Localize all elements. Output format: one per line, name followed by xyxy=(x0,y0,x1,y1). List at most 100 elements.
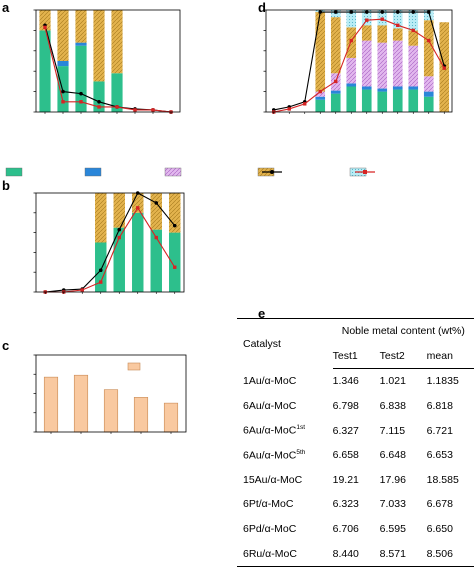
table-row: 6Au/α-MoC1st 6.327 7.115 6.721 xyxy=(237,418,474,443)
cell-test1: 19.21 xyxy=(332,473,359,486)
bar-segment-ch3cho xyxy=(377,25,388,43)
cell-mean: 18.585 xyxy=(426,473,459,486)
point-co-conv xyxy=(80,288,84,292)
bar-segment-c2h4 xyxy=(39,30,51,112)
bar-segment-ch3cho xyxy=(39,10,51,31)
cell-test2: 1.021 xyxy=(379,375,406,388)
table-header-mean: mean xyxy=(426,343,474,370)
bar-segment-c2h4 xyxy=(392,89,403,112)
bar-segment-ch3cho xyxy=(95,193,107,243)
chart-legend xyxy=(5,167,375,177)
point-co-conv xyxy=(349,38,353,43)
point-co-conv xyxy=(117,235,121,240)
bar-segment-c2h4 xyxy=(93,81,105,112)
point-c2h2-conv xyxy=(364,10,369,14)
bar-segment-c2h6 xyxy=(57,61,69,67)
panel-label-e: e xyxy=(258,306,265,321)
table-row: 6Pt/α-MoC 6.323 7.033 6.678 xyxy=(237,492,474,517)
cell-catalyst: 6Pd/α-MoC xyxy=(237,517,333,542)
bar-segment-c2h4 xyxy=(330,93,341,112)
bar-segment-c2h6 xyxy=(75,42,87,46)
panel-label-d: d xyxy=(258,0,266,15)
bar-segment-c2h4 xyxy=(57,66,69,112)
catalyst-name: 6Pt/α-MoC xyxy=(243,498,294,511)
bar-segment-c2h4 xyxy=(408,89,419,112)
series-line-c2h2conv xyxy=(273,11,445,111)
chart-panel-d xyxy=(263,9,453,114)
cell-test2: 6.648 xyxy=(379,449,406,462)
bar-segment-c2h4 xyxy=(346,86,357,112)
cell-catalyst: 6Ru/α-MoC xyxy=(237,541,333,567)
bar-segment-c2h4 xyxy=(315,99,326,112)
point-c2h2-conv xyxy=(318,10,323,14)
bar-segment-c2h5oh xyxy=(315,91,326,97)
cell-test1: 6.323 xyxy=(332,498,359,511)
point-co-conv xyxy=(287,107,291,111)
bar-segment-ch3cho xyxy=(150,193,162,230)
bar-segment-c2h6 xyxy=(346,83,357,87)
bar-segment-ch3cho xyxy=(423,20,434,77)
catalyst-name: 6Au/α-MoC xyxy=(243,424,297,437)
cell-test1: 6.798 xyxy=(332,400,359,413)
point-c2h2-conv xyxy=(172,223,177,228)
point-co-conv xyxy=(442,66,446,70)
bar xyxy=(103,389,119,433)
cell-catalyst: 6Au/α-MoC xyxy=(237,394,333,419)
cell-mean: 1.1835 xyxy=(426,375,459,388)
point-co-conv xyxy=(380,17,384,21)
catalyst-name: 15Au/α-MoC xyxy=(243,473,303,486)
cell-test1: 6.327 xyxy=(332,424,359,437)
cell-test2: 6.595 xyxy=(379,523,406,536)
figure: a d b c e xyxy=(2,0,453,434)
cell-test1: 6.658 xyxy=(332,449,359,462)
point-c2h2-conv xyxy=(154,201,159,205)
bar-segment-c2h4 xyxy=(95,242,107,292)
table-body: 1Au/α-MoC 1.346 1.021 1.1835 6Au/α-MoC 6.798 6… xyxy=(237,369,474,567)
plot-frame xyxy=(35,192,185,293)
bar-segment-c2h6 xyxy=(392,86,403,90)
point-c2h2-conv xyxy=(333,10,338,14)
plot-frame xyxy=(35,9,181,113)
point-co-conv xyxy=(61,100,65,104)
bar-segment-c2h5oh xyxy=(408,45,419,87)
bar-segment-ch3cooh xyxy=(392,10,403,29)
bar xyxy=(73,374,89,433)
bar-segment-ch3cho xyxy=(132,193,144,213)
cell-mean: 8.506 xyxy=(426,541,474,567)
table-header-test2: Test2 xyxy=(379,343,427,370)
bar-segment-c2h4 xyxy=(111,73,123,112)
table-row: 1Au/α-MoC 1.346 1.021 1.1835 xyxy=(237,369,474,394)
point-co-conv xyxy=(43,25,47,30)
cell-catalyst: 15Au/α-MoC xyxy=(237,468,333,493)
bar-segment-ch3cho xyxy=(392,28,403,41)
cell-mean: 6.653 xyxy=(426,449,453,462)
bar-segment-ch3cho xyxy=(346,27,357,58)
bar-segment-c2h4 xyxy=(423,96,434,112)
table-header-group: Noble metal content (wt%) xyxy=(332,317,474,344)
bar xyxy=(163,402,179,433)
bar-segment-ch3cooh xyxy=(346,10,357,28)
bar-segment-ch3cho xyxy=(330,17,341,74)
bar-segment-ch3cho xyxy=(361,25,372,41)
bar-segment-ch3cooh xyxy=(423,10,434,21)
bar-segment-ch3cho xyxy=(315,12,326,92)
cell-test1: 8.440 xyxy=(332,541,380,567)
cell-test2: 7.115 xyxy=(379,424,406,437)
cell-mean: 6.678 xyxy=(426,498,453,511)
point-c2h2-conv xyxy=(349,10,354,14)
series-line-c2h2conv xyxy=(45,192,176,293)
cell-test2: 7.033 xyxy=(379,498,406,511)
cell-test2: 17.96 xyxy=(379,473,406,486)
point-c2h2-conv xyxy=(61,89,65,94)
bar-segment-ch3cho xyxy=(57,10,69,61)
cell-mean: 6.818 xyxy=(426,400,453,413)
bar-segment-c2h5oh xyxy=(377,42,388,89)
bar-segment-c2h4 xyxy=(113,227,125,292)
point-c2h2-conv xyxy=(79,91,83,96)
point-c2h2-conv xyxy=(117,227,122,232)
point-co-conv xyxy=(97,105,101,109)
bar xyxy=(43,376,59,433)
legend-swatch-c2h6 xyxy=(84,167,102,177)
table-row: 6Ru/α-MoC 8.440 8.571 8.506 xyxy=(237,541,474,567)
cell-catalyst: 6Au/α-MoC1st xyxy=(237,418,333,443)
